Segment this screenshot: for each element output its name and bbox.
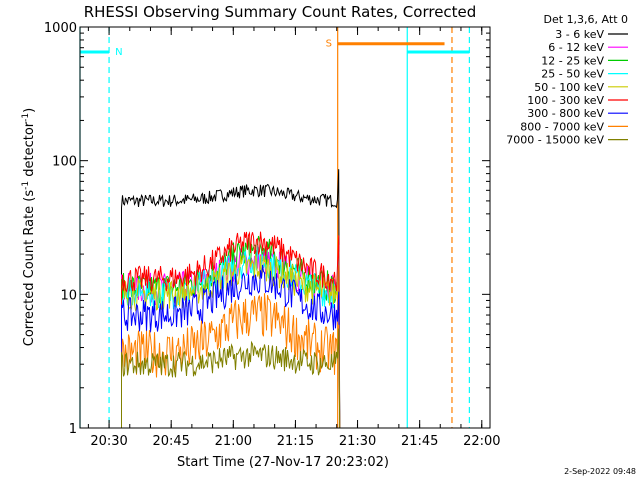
legend-label-8: 7000 - 15000 keV (506, 134, 604, 147)
y-ticks: 1 10 100 1000 (44, 21, 490, 437)
annotation-label-0: N (115, 47, 122, 58)
chart-title: RHESSI Observing Summary Count Rates, Co… (84, 3, 477, 21)
generation-timestamp: 2-Sep-2022 09:48 (564, 467, 636, 476)
x-tick-label-4: 21:30 (339, 434, 376, 449)
series-line-6 (121, 264, 341, 429)
series-line-8 (121, 328, 341, 429)
legend-header: Det 1,3,6, Att 0 (544, 13, 628, 26)
series-lines (121, 169, 341, 429)
legend-label-2: 12 - 25 keV (541, 54, 604, 67)
y-tick-label-2: 100 (52, 155, 77, 170)
x-ticks: 20:30 20:45 21:00 21:15 21:30 21:45 22:00 (87, 27, 501, 449)
legend-label-3: 25 - 50 keV (541, 68, 604, 81)
legend-label-5: 100 - 300 keV (527, 94, 604, 107)
legend-label-7: 800 - 7000 keV (520, 120, 604, 133)
x-tick-label-0: 20:30 (90, 434, 127, 449)
x-tick-label-2: 21:00 (215, 434, 252, 449)
x-tick-label-1: 20:45 (152, 434, 189, 449)
plot-frame (79, 26, 491, 429)
series-line-7 (121, 293, 341, 429)
y-tick-label-0: 1 (69, 422, 77, 437)
annotation-bars: NS (80, 39, 470, 58)
x-axis-label: Start Time (27-Nov-17 20:23:02) (177, 455, 389, 470)
x-tick-label-5: 21:45 (401, 434, 438, 449)
annotation-label-1: S (326, 39, 332, 50)
series-line-0 (121, 169, 341, 429)
legend-label-1: 6 - 12 keV (548, 41, 604, 54)
x-tick-label-6: 22:00 (463, 434, 500, 449)
y-tick-label-3: 1000 (44, 21, 77, 36)
y-tick-label-1: 10 (60, 288, 77, 303)
y-axis-label: Corrected Count Rate (s-1 detector-1) (21, 108, 37, 346)
x-tick-label-3: 21:15 (277, 434, 314, 449)
series-line-4 (121, 254, 341, 429)
series-line-5 (121, 231, 341, 429)
legend-label-0: 3 - 6 keV (555, 28, 604, 41)
legend-label-6: 300 - 800 keV (527, 107, 604, 120)
legend-label-4: 50 - 100 keV (534, 81, 604, 94)
